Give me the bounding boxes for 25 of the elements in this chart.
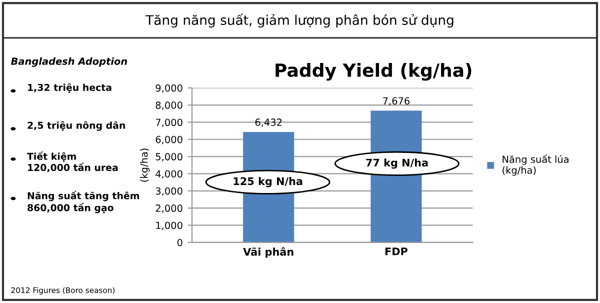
- y-tick-label: 3,000: [156, 187, 182, 196]
- text: 1,32 triệu hecta: [28, 83, 112, 93]
- y-tick-label: 4,000: [156, 170, 182, 179]
- text: Bangladesh Adoption: [11, 57, 128, 67]
- text: Năng suất tăng thêm 860,000 tấn gạo: [28, 190, 139, 214]
- y-tick-label: 2,000: [156, 204, 182, 213]
- chart-title: Paddy Yield (kg/ha): [276, 63, 472, 81]
- y-axis-title: (kg/ha): [140, 148, 150, 182]
- y-tick-label: 6,000: [156, 136, 182, 144]
- chart-subtitle: Tăng năng suất, giảm lượng phân bón sử dụng: [146, 14, 454, 28]
- y-tick-label: 5,000: [156, 153, 182, 162]
- y-tick-label: 1,000: [156, 222, 182, 230]
- y-tick-label: 7,000: [156, 118, 182, 128]
- data-label: 7,676: [383, 97, 410, 106]
- annotation: 125 kg N/ha: [234, 177, 302, 188]
- text: Tiết kiệm 120,000 tấn urea: [27, 152, 118, 172]
- data-label: 6,432: [255, 118, 282, 127]
- y-tick-label: 9,000: [156, 84, 182, 93]
- y-tick-label: 8,000: [156, 102, 182, 110]
- annotation: 77 kg N/ha: [366, 158, 428, 169]
- x-tick-label: FDP: [385, 248, 408, 256]
- text: 2,5 triệu nông dân: [28, 121, 125, 131]
- x-tick-label: Vãi phân: [243, 247, 294, 258]
- y-tick-label: 0: [177, 238, 182, 246]
- legend-label: Năng suất lúa (kg/ha): [502, 154, 568, 176]
